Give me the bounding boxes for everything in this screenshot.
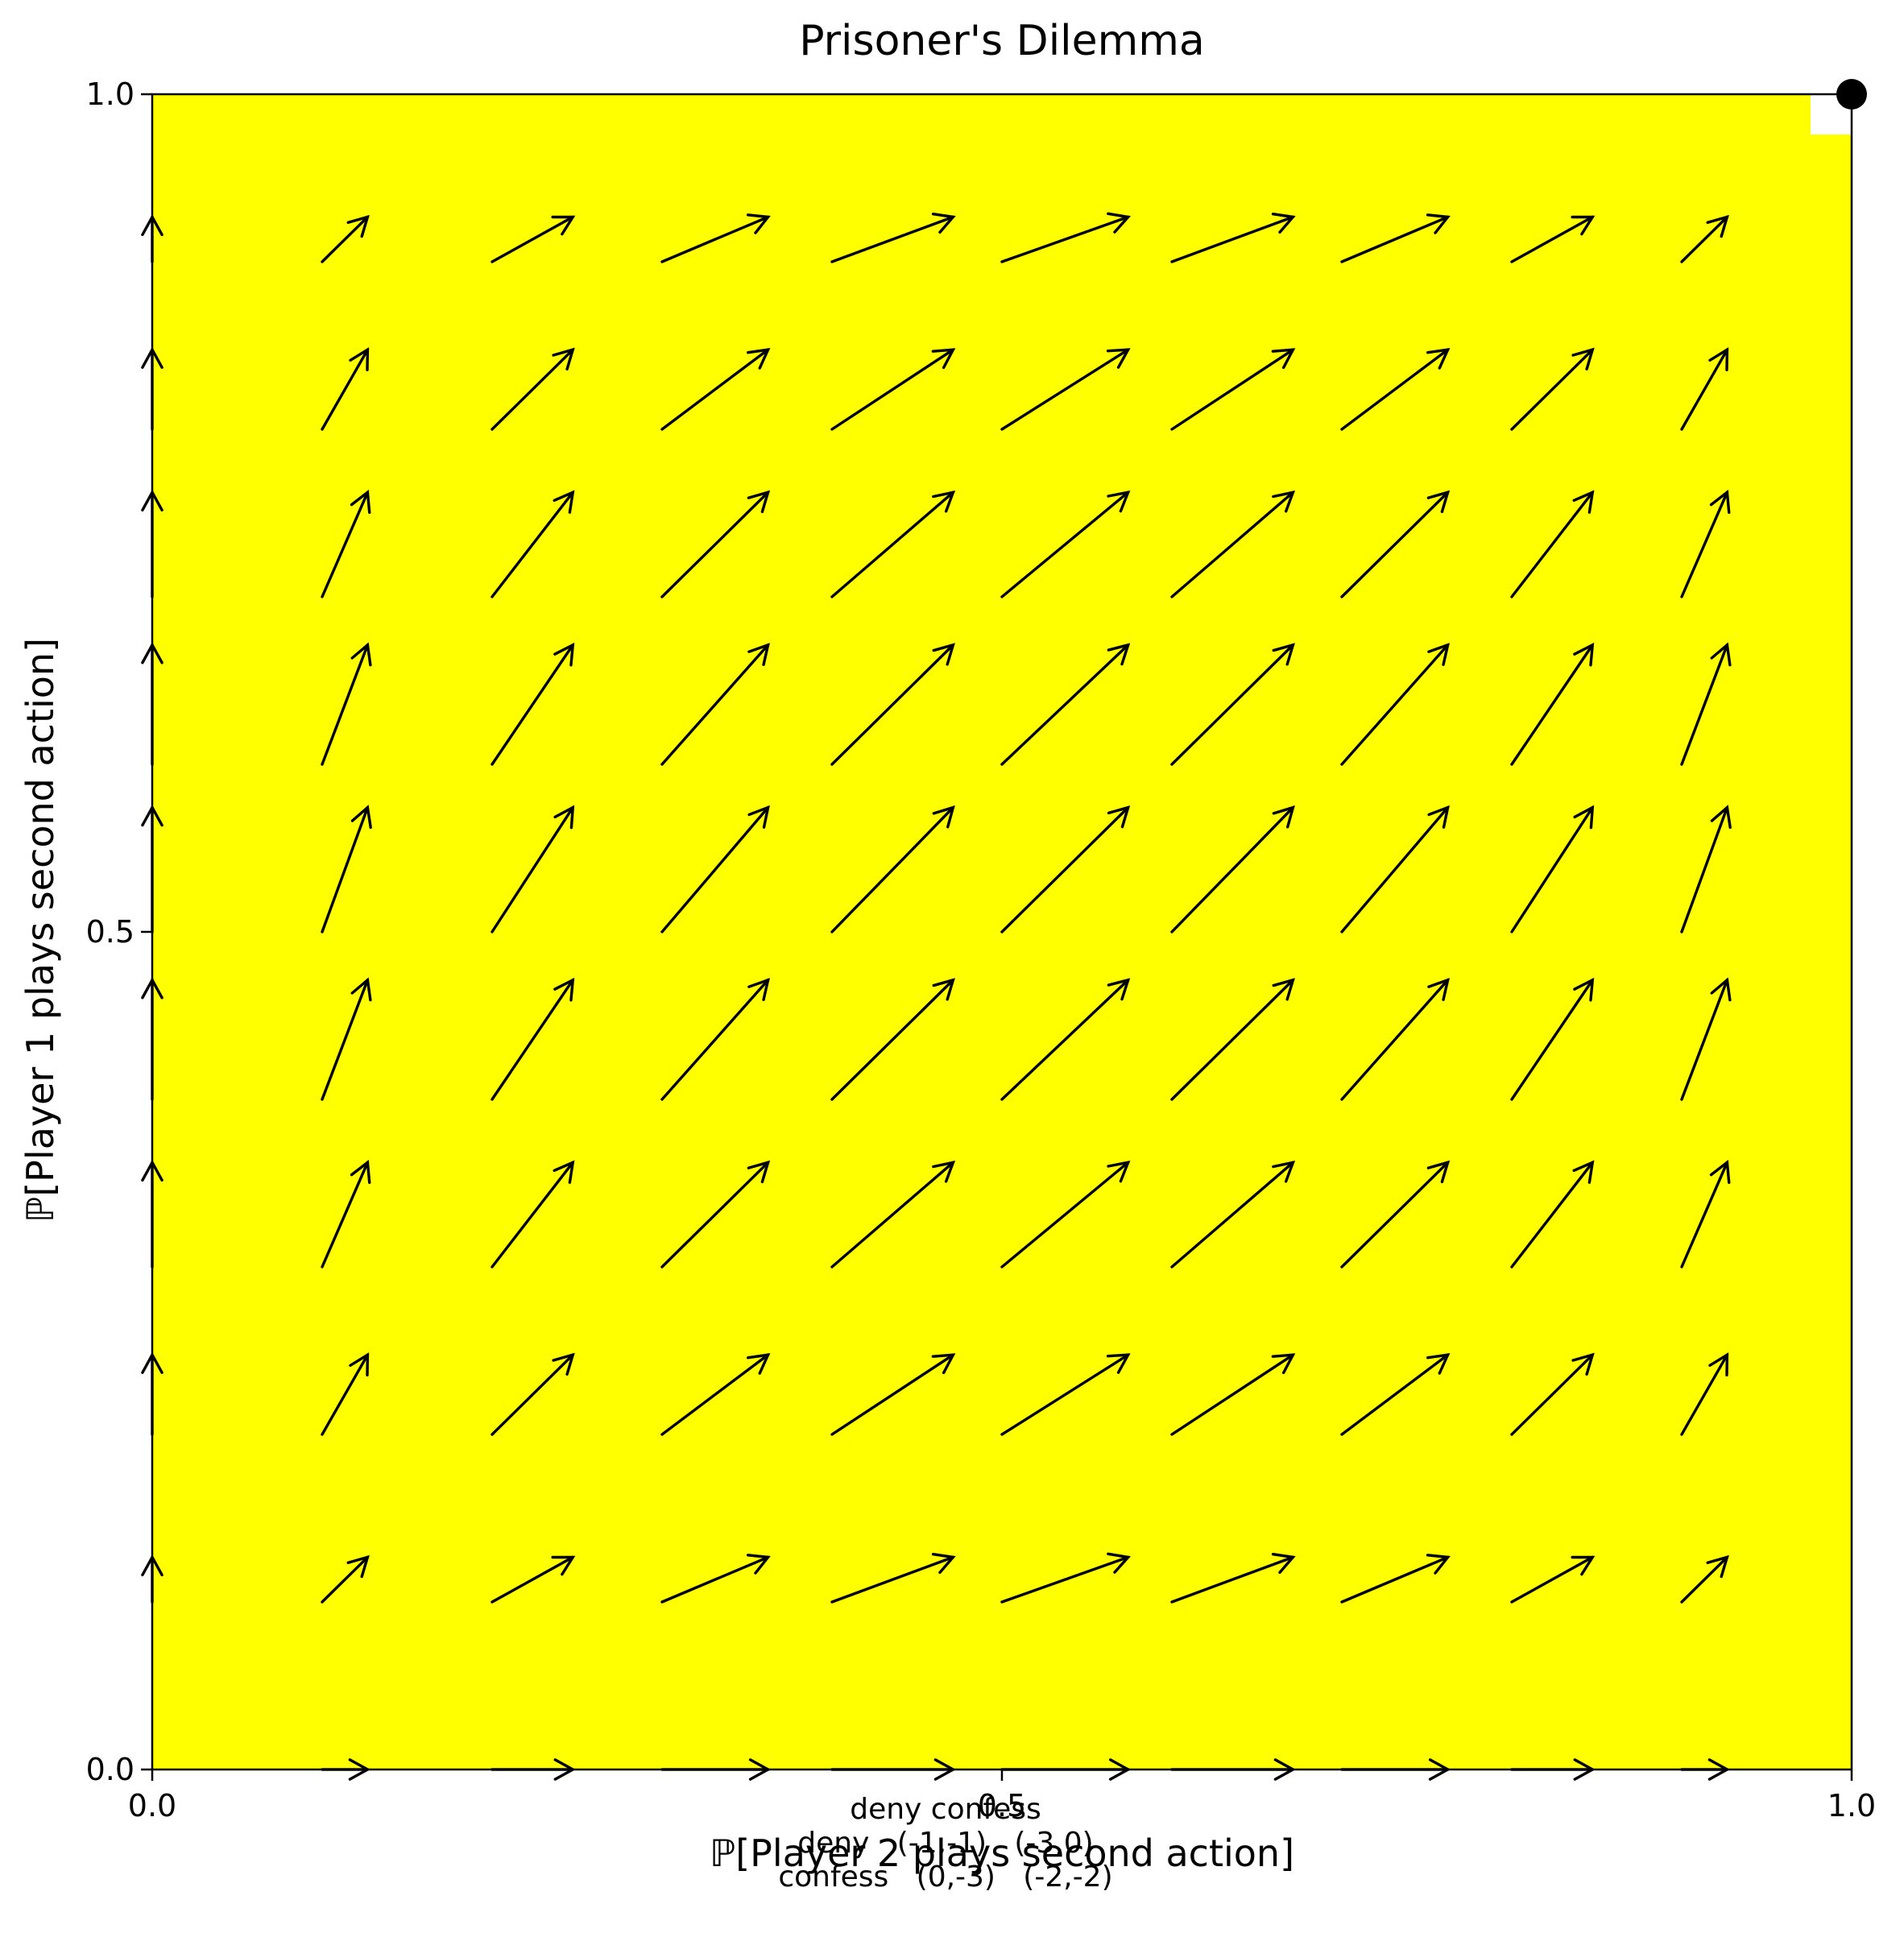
y-tick-label: 0.5: [86, 914, 135, 950]
vector-arrow: [1340, 805, 1450, 933]
vector-arrow: [1000, 212, 1131, 263]
vector-arrow: [1510, 347, 1595, 431]
vector-arrow: [490, 977, 575, 1101]
x-tick-label: 0.0: [128, 1788, 176, 1823]
vector-arrow: [830, 348, 956, 431]
vector-arrow: [1170, 805, 1295, 933]
vector-arrow: [490, 1160, 575, 1269]
vector-arrow: [321, 642, 372, 766]
vector-arrow: [1170, 348, 1296, 431]
vector-arrow: [321, 347, 370, 431]
vector-arrow: [1170, 1160, 1296, 1269]
vector-arrow: [1510, 642, 1595, 766]
vector-arrow: [321, 977, 372, 1101]
payoff-table-header: deny confess: [850, 1793, 1041, 1826]
vector-arrow: [1340, 1353, 1451, 1436]
vector-arrow: [1680, 977, 1732, 1101]
axis-ticks: 0.0 0.5 1.0 0.0 0.5 1.0: [86, 77, 1877, 1823]
payoff-table-row-confess: confess (0,-3) (-2,-2): [778, 1861, 1112, 1894]
vector-arrow: [1000, 805, 1131, 933]
vector-arrow: [830, 1160, 956, 1269]
x-tick-label: 0.5: [978, 1788, 1026, 1823]
vector-arrow: [1680, 805, 1732, 933]
vector-arrow: [1510, 215, 1596, 263]
vector-arrow: [660, 348, 771, 431]
vector-arrow: [1510, 805, 1595, 933]
y-tick-label: 1.0: [86, 77, 135, 112]
vector-arrow: [1510, 1555, 1596, 1604]
vector-arrow: [830, 1552, 956, 1604]
vector-arrow: [830, 643, 955, 766]
vector-arrow: [490, 1352, 575, 1436]
vector-arrow: [1340, 348, 1451, 431]
vector-arrow: [1000, 490, 1131, 598]
vector-arrow: [660, 1160, 771, 1269]
vector-arrow: [1170, 1353, 1296, 1436]
vector-arrow: [1000, 348, 1131, 431]
vector-arrow: [830, 978, 955, 1101]
vector-arrow: [1510, 1352, 1595, 1436]
vector-arrow: [490, 642, 575, 766]
vector-arrow: [490, 490, 575, 598]
vector-arrow: [660, 213, 771, 263]
vector-arrow: [830, 490, 956, 598]
vector-arrow: [321, 1352, 370, 1436]
vector-arrow: [490, 347, 575, 431]
vector-arrow: [660, 978, 770, 1101]
vector-arrow: [1510, 977, 1595, 1101]
vector-arrow: [1340, 213, 1451, 263]
vector-arrow: [1340, 643, 1450, 766]
vector-arrow: [1340, 978, 1450, 1101]
vector-arrow: [1340, 1554, 1451, 1604]
vector-arrow: [1680, 1160, 1731, 1269]
y-tick-label: 0.0: [86, 1752, 135, 1787]
vector-arrow: [660, 1353, 771, 1436]
vector-arrow: [1000, 978, 1131, 1101]
vector-arrow: [1680, 347, 1729, 431]
vector-arrow: [490, 805, 575, 933]
vector-arrow: [1680, 214, 1729, 263]
vector-arrow: [1510, 490, 1595, 598]
vector-arrow: [1680, 490, 1731, 598]
vector-arrow: [830, 805, 955, 933]
vector-arrow: [1000, 1353, 1131, 1436]
vector-arrow: [490, 1555, 576, 1604]
vector-arrow: [321, 1160, 371, 1269]
vector-arrow: [1000, 643, 1131, 766]
vector-arrow: [1340, 490, 1451, 598]
vector-arrow: [1170, 1552, 1296, 1604]
vector-arrow: [830, 212, 956, 263]
vector-arrow: [1170, 978, 1295, 1101]
vector-arrow: [830, 1353, 956, 1436]
vector-arrow: [321, 805, 372, 933]
equilibrium-marker: [1811, 79, 1867, 135]
vector-arrow: [1170, 490, 1296, 598]
vector-field: [141, 212, 1732, 1781]
payoff-table-row-deny: deny (-1,-1) (-3,0): [797, 1827, 1093, 1860]
chart-title: Prisoner's Dilemma: [799, 17, 1205, 65]
x-tick-label: 1.0: [1827, 1788, 1876, 1823]
vector-arrow: [321, 1554, 370, 1604]
vector-arrow: [1170, 212, 1296, 263]
vector-arrow: [1680, 1352, 1729, 1436]
vector-arrow: [1170, 643, 1295, 766]
vector-arrow: [1000, 1552, 1131, 1604]
vector-arrow: [660, 1554, 771, 1604]
vector-arrow: [660, 490, 771, 598]
vector-arrow: [1000, 1161, 1131, 1269]
y-axis-label: ℙ[Player 1 plays second action]: [19, 638, 62, 1223]
payoff-table: deny confess deny (-1,-1) (-3,0) confess…: [778, 1793, 1112, 1894]
vector-arrow: [660, 805, 770, 933]
vector-arrow: [490, 215, 576, 263]
vector-arrow: [1340, 1160, 1451, 1269]
vector-arrow: [1680, 642, 1732, 766]
vector-arrow: [660, 643, 770, 766]
vector-arrow: [1680, 1554, 1729, 1604]
vector-arrow: [321, 490, 371, 598]
vector-arrow: [1510, 1160, 1595, 1269]
vector-arrow: [321, 214, 370, 263]
x-axis-label: ℙ[Player 2 plays second action]: [710, 1832, 1294, 1875]
